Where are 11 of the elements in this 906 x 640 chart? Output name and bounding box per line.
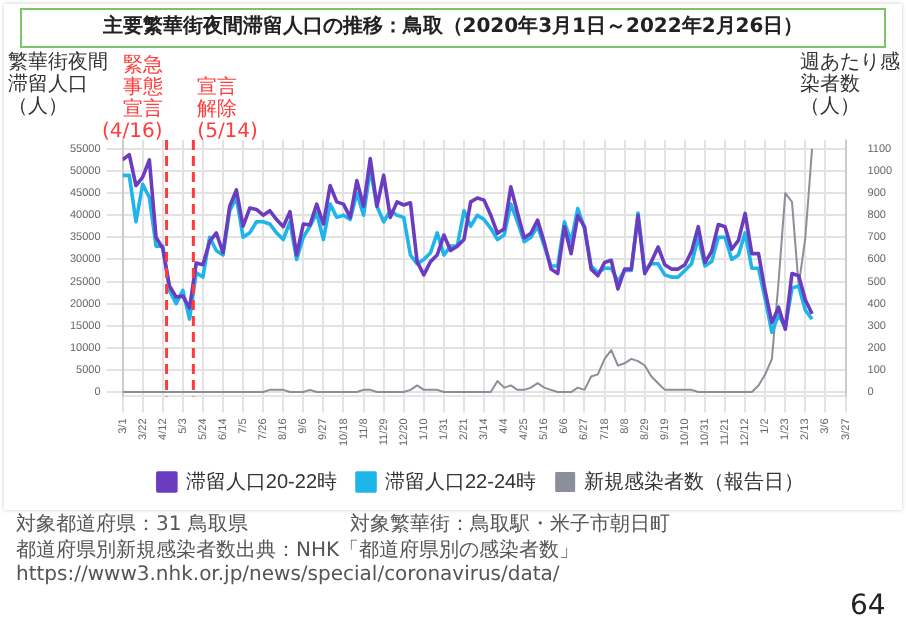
text: 対象都道府県：31 鳥取県 [16, 514, 250, 538]
text: 対象繁華街：鳥取駅・米子市朝日町 [350, 514, 672, 538]
legend-label: 滞留人口22-24時 [385, 469, 537, 494]
text: 都道府県別新規感染者数出典：NHK「都道府県別の感染者数」https://www3.nhk.or.jp/news/special/coronavirus/data/ [16, 540, 582, 588]
y-axis-title: 繁華街夜間滞留人口（人） [8, 52, 110, 118]
y2-axis-title: 週あたり感染者数（人） [800, 52, 902, 118]
chart-title: 主要繁華街夜間滞留人口の推移：鳥取（2020年3月1日～2022年2月26日） [20, 8, 886, 48]
text: 64 [850, 590, 888, 622]
legend-label: 滞留人口20-22時 [185, 469, 337, 494]
legend-label: 新規感染者数（報告日） [584, 469, 805, 494]
ref-line-label: 宣言解除(5/14) [197, 75, 259, 144]
